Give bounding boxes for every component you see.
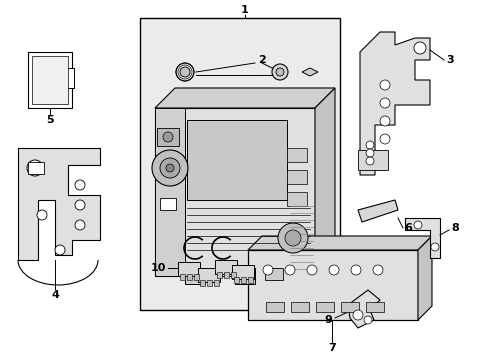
Circle shape	[278, 223, 307, 253]
Bar	[155, 108, 314, 276]
Bar	[194, 274, 199, 280]
Circle shape	[55, 245, 65, 255]
Bar	[217, 272, 222, 278]
Circle shape	[160, 158, 180, 178]
Bar	[340, 302, 358, 312]
Bar	[157, 128, 179, 146]
Bar	[286, 192, 306, 206]
Text: 9: 9	[324, 315, 331, 325]
Bar	[264, 268, 283, 280]
Bar	[286, 170, 306, 184]
Bar	[32, 56, 68, 104]
Circle shape	[285, 230, 301, 246]
Bar	[235, 268, 254, 284]
Bar	[28, 162, 44, 174]
Bar	[160, 198, 176, 210]
Bar	[28, 52, 72, 108]
Circle shape	[180, 67, 190, 77]
Bar	[231, 265, 253, 279]
Circle shape	[365, 149, 373, 157]
Text: 8: 8	[450, 223, 458, 233]
Circle shape	[75, 220, 85, 230]
Circle shape	[363, 316, 371, 324]
Circle shape	[379, 80, 389, 90]
Polygon shape	[18, 148, 100, 260]
Circle shape	[430, 243, 438, 251]
Circle shape	[152, 150, 187, 186]
Bar	[198, 268, 220, 282]
Bar	[224, 272, 228, 278]
Text: 2: 2	[258, 55, 265, 65]
Circle shape	[263, 265, 272, 275]
Bar	[315, 302, 333, 312]
Bar	[64, 68, 74, 88]
Circle shape	[176, 63, 194, 81]
Bar	[200, 280, 204, 286]
Polygon shape	[404, 218, 439, 258]
Bar	[357, 150, 387, 170]
Circle shape	[350, 265, 360, 275]
Bar	[230, 272, 236, 278]
Polygon shape	[155, 88, 334, 108]
Text: 7: 7	[327, 343, 335, 353]
Polygon shape	[417, 236, 431, 320]
Circle shape	[75, 200, 85, 210]
Bar	[184, 268, 204, 284]
Bar	[247, 277, 252, 283]
Bar	[178, 262, 200, 276]
Circle shape	[379, 116, 389, 126]
Circle shape	[285, 265, 294, 275]
Text: 1: 1	[241, 5, 248, 15]
Text: 6: 6	[403, 223, 411, 233]
Circle shape	[275, 68, 284, 76]
Bar	[365, 302, 383, 312]
Bar	[180, 274, 184, 280]
Bar	[215, 260, 237, 274]
Text: 5: 5	[46, 115, 54, 125]
Polygon shape	[247, 236, 431, 250]
Bar	[155, 108, 184, 276]
Bar	[140, 18, 339, 310]
Circle shape	[413, 221, 421, 229]
Circle shape	[271, 64, 287, 80]
Polygon shape	[359, 32, 429, 175]
Circle shape	[372, 265, 382, 275]
Bar	[234, 277, 239, 283]
Bar	[241, 277, 245, 283]
Bar	[186, 120, 286, 200]
Bar	[206, 280, 212, 286]
Circle shape	[27, 160, 43, 176]
Circle shape	[365, 141, 373, 149]
Circle shape	[379, 134, 389, 144]
Text: 4: 4	[51, 290, 59, 300]
Bar	[186, 274, 192, 280]
Circle shape	[328, 265, 338, 275]
Text: 3: 3	[445, 55, 453, 65]
Circle shape	[37, 210, 47, 220]
Circle shape	[306, 265, 316, 275]
Circle shape	[365, 157, 373, 165]
Circle shape	[413, 42, 425, 54]
Circle shape	[163, 132, 173, 142]
Bar	[265, 302, 284, 312]
Circle shape	[379, 98, 389, 108]
Text: 10: 10	[150, 263, 165, 273]
Bar	[290, 302, 308, 312]
Bar	[286, 148, 306, 162]
Circle shape	[75, 180, 85, 190]
Circle shape	[165, 164, 174, 172]
Polygon shape	[357, 200, 397, 222]
Polygon shape	[347, 290, 379, 328]
Bar	[247, 250, 417, 320]
Polygon shape	[302, 68, 317, 76]
Polygon shape	[314, 88, 334, 276]
Circle shape	[352, 310, 362, 320]
Bar	[214, 280, 219, 286]
